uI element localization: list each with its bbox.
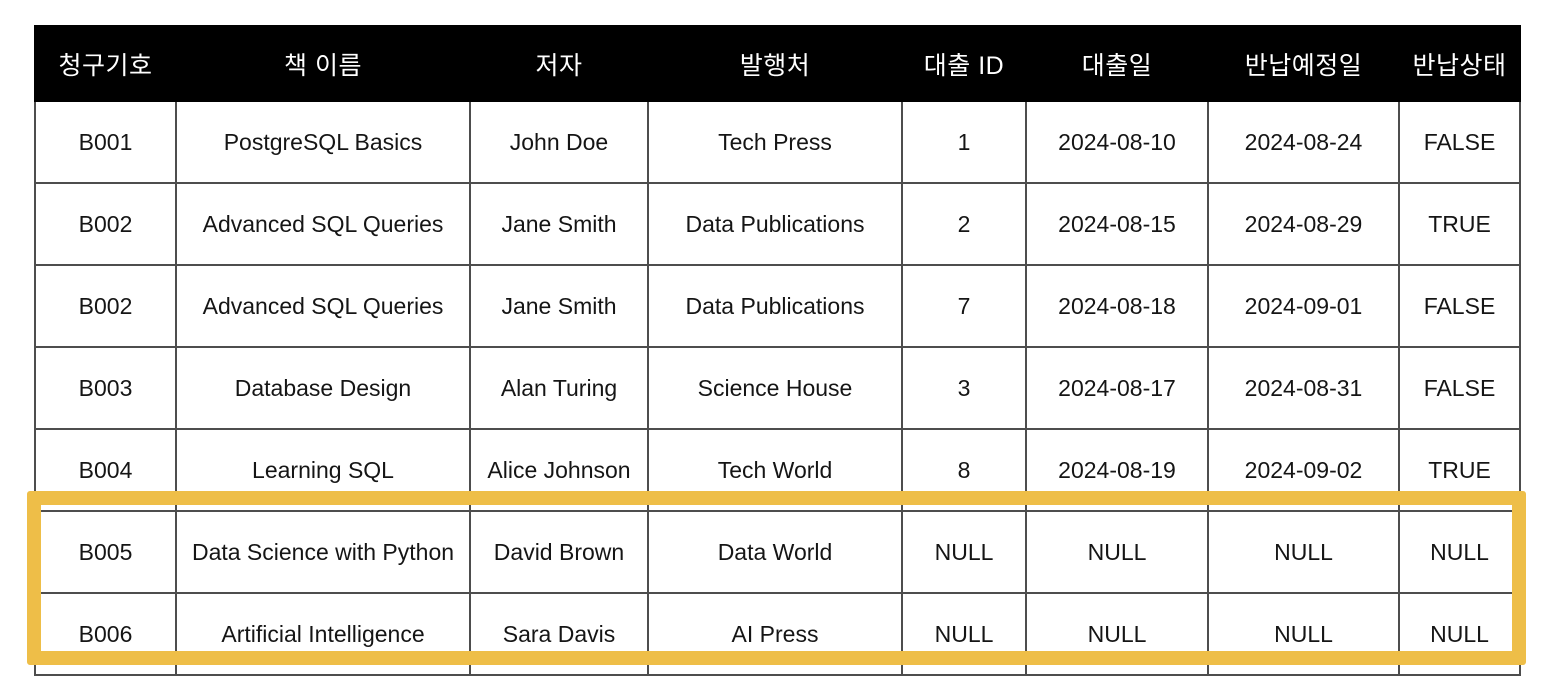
cell-loan-date: 2024-08-17: [1025, 346, 1209, 430]
table-row-highlighted: B006 Artificial Intelligence Sara Davis …: [34, 592, 1521, 676]
cell-call-number: B004: [34, 428, 177, 512]
cell-loan-id: 7: [901, 264, 1027, 348]
cell-loan-date: NULL: [1025, 592, 1209, 676]
table-row: B003 Database Design Alan Turing Science…: [34, 346, 1521, 430]
cell-book-title: Advanced SQL Queries: [175, 264, 471, 348]
table-row: B002 Advanced SQL Queries Jane Smith Dat…: [34, 182, 1521, 266]
cell-return-status: NULL: [1398, 592, 1521, 676]
cell-publisher: Data World: [647, 510, 903, 594]
cell-loan-date: 2024-08-10: [1025, 100, 1209, 184]
cell-book-title: Artificial Intelligence: [175, 592, 471, 676]
cell-author: David Brown: [469, 510, 649, 594]
cell-due-date: NULL: [1207, 510, 1400, 594]
cell-call-number: B002: [34, 182, 177, 266]
column-header-book-title: 책 이름: [175, 25, 471, 102]
cell-call-number: B005: [34, 510, 177, 594]
cell-book-title: Advanced SQL Queries: [175, 182, 471, 266]
cell-book-title: Learning SQL: [175, 428, 471, 512]
cell-due-date: 2024-08-24: [1207, 100, 1400, 184]
cell-author: John Doe: [469, 100, 649, 184]
column-header-return-status: 반납상태: [1398, 25, 1521, 102]
cell-author: Jane Smith: [469, 264, 649, 348]
cell-due-date: 2024-08-31: [1207, 346, 1400, 430]
cell-due-date: NULL: [1207, 592, 1400, 676]
column-header-loan-id: 대출 ID: [901, 25, 1027, 102]
cell-publisher: Tech Press: [647, 100, 903, 184]
column-header-author: 저자: [469, 25, 649, 102]
cell-call-number: B002: [34, 264, 177, 348]
table-row-highlighted: B005 Data Science with Python David Brow…: [34, 510, 1521, 594]
cell-loan-id: 1: [901, 100, 1027, 184]
column-header-publisher: 발행처: [647, 25, 903, 102]
cell-loan-date: NULL: [1025, 510, 1209, 594]
cell-publisher: AI Press: [647, 592, 903, 676]
cell-loan-date: 2024-08-15: [1025, 182, 1209, 266]
cell-loan-date: 2024-08-19: [1025, 428, 1209, 512]
cell-return-status: FALSE: [1398, 346, 1521, 430]
cell-publisher: Data Publications: [647, 182, 903, 266]
cell-return-status: NULL: [1398, 510, 1521, 594]
column-header-call-number: 청구기호: [34, 25, 177, 102]
table-row: B004 Learning SQL Alice Johnson Tech Wor…: [34, 428, 1521, 512]
cell-publisher: Data Publications: [647, 264, 903, 348]
cell-loan-date: 2024-08-18: [1025, 264, 1209, 348]
cell-return-status: TRUE: [1398, 428, 1521, 512]
cell-call-number: B003: [34, 346, 177, 430]
cell-book-title: PostgreSQL Basics: [175, 100, 471, 184]
cell-loan-id: 2: [901, 182, 1027, 266]
cell-call-number: B006: [34, 592, 177, 676]
cell-return-status: FALSE: [1398, 264, 1521, 348]
cell-author: Alan Turing: [469, 346, 649, 430]
cell-return-status: TRUE: [1398, 182, 1521, 266]
table-row: B001 PostgreSQL Basics John Doe Tech Pre…: [34, 100, 1521, 184]
cell-call-number: B001: [34, 100, 177, 184]
cell-author: Jane Smith: [469, 182, 649, 266]
cell-publisher: Science House: [647, 346, 903, 430]
cell-loan-id: 3: [901, 346, 1027, 430]
cell-author: Alice Johnson: [469, 428, 649, 512]
cell-book-title: Data Science with Python: [175, 510, 471, 594]
cell-due-date: 2024-09-02: [1207, 428, 1400, 512]
cell-loan-id: 8: [901, 428, 1027, 512]
cell-loan-id: NULL: [901, 510, 1027, 594]
cell-due-date: 2024-08-29: [1207, 182, 1400, 266]
column-header-loan-date: 대출일: [1025, 25, 1209, 102]
table-row: B002 Advanced SQL Queries Jane Smith Dat…: [34, 264, 1521, 348]
cell-loan-id: NULL: [901, 592, 1027, 676]
cell-author: Sara Davis: [469, 592, 649, 676]
column-header-due-date: 반납예정일: [1207, 25, 1400, 102]
cell-publisher: Tech World: [647, 428, 903, 512]
loan-result-table: 청구기호 책 이름 저자 발행처 대출 ID 대출일 반납예정일 반납상태 B0…: [34, 25, 1521, 676]
header-row: 청구기호 책 이름 저자 발행처 대출 ID 대출일 반납예정일 반납상태: [34, 25, 1521, 102]
loan-table-wrap: 청구기호 책 이름 저자 발행처 대출 ID 대출일 반납예정일 반납상태 B0…: [27, 25, 1526, 676]
cell-book-title: Database Design: [175, 346, 471, 430]
cell-return-status: FALSE: [1398, 100, 1521, 184]
cell-due-date: 2024-09-01: [1207, 264, 1400, 348]
